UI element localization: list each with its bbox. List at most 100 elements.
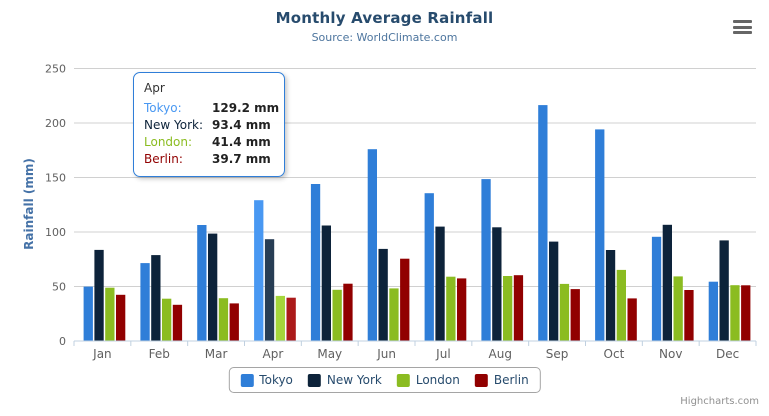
- hamburger-menu-icon: [733, 25, 752, 29]
- x-axis-category-label: Jan: [92, 347, 112, 361]
- x-axis-category-label: Mar: [205, 347, 228, 361]
- bar-london-nov[interactable]: [673, 276, 683, 341]
- tooltip-series-label: Berlin:: [144, 152, 183, 166]
- y-axis-tick-label: 200: [45, 117, 66, 130]
- bar-tokyo-feb[interactable]: [140, 263, 150, 341]
- bar-london-dec[interactable]: [730, 285, 740, 341]
- legend-item-berlin[interactable]: Berlin: [474, 373, 529, 387]
- x-axis-category-label: Aug: [489, 347, 512, 361]
- y-axis-tick-label: 50: [52, 281, 66, 294]
- tooltip-row: Tokyo: 129.2 mm: [144, 100, 279, 117]
- bar-london-may[interactable]: [332, 289, 342, 341]
- bar-tokyo-dec[interactable]: [708, 281, 718, 341]
- bar-berlin-nov[interactable]: [684, 290, 694, 341]
- bar-new-york-may[interactable]: [321, 225, 331, 342]
- bar-new-york-apr[interactable]: [264, 239, 275, 341]
- y-axis-tick-label: 250: [45, 63, 66, 76]
- bar-berlin-sep[interactable]: [570, 289, 580, 341]
- bar-tokyo-jul[interactable]: [424, 193, 434, 341]
- bar-new-york-jul[interactable]: [435, 226, 445, 341]
- x-axis-category-label: Dec: [716, 347, 739, 361]
- bar-london-apr[interactable]: [275, 295, 285, 341]
- bar-tokyo-aug[interactable]: [481, 179, 491, 341]
- legend-label: New York: [326, 373, 382, 387]
- legend-swatch-icon: [240, 373, 254, 387]
- legend: Tokyo New York London Berlin: [228, 367, 541, 393]
- tooltip-series-label: London:: [144, 135, 193, 149]
- x-axis-category-label: Nov: [659, 347, 682, 361]
- bar-berlin-aug[interactable]: [513, 275, 524, 341]
- bar-new-york-nov[interactable]: [662, 224, 672, 341]
- tooltip-series-value: 129.2 mm: [212, 101, 280, 115]
- x-axis-category-label: Jul: [435, 347, 450, 361]
- bar-tokyo-nov[interactable]: [651, 236, 662, 341]
- bar-tokyo-may[interactable]: [310, 184, 321, 341]
- bar-london-oct[interactable]: [616, 269, 626, 341]
- highcharts-credits-link[interactable]: Highcharts.com: [680, 396, 759, 407]
- bar-new-york-oct[interactable]: [605, 250, 616, 341]
- tooltip-row: London: 41.4 mm: [144, 134, 274, 151]
- legend-item-new-york[interactable]: New York: [307, 373, 382, 387]
- bar-london-feb[interactable]: [162, 298, 172, 341]
- legend-swatch-icon: [396, 373, 410, 387]
- bar-berlin-feb[interactable]: [172, 304, 183, 341]
- x-axis-category-label: Oct: [604, 347, 625, 361]
- export-menu-button[interactable]: [733, 20, 752, 34]
- bar-new-york-jan[interactable]: [94, 249, 104, 341]
- bar-london-aug[interactable]: [503, 276, 513, 341]
- bar-new-york-dec[interactable]: [719, 240, 729, 341]
- bar-berlin-jul[interactable]: [457, 278, 467, 341]
- bar-tokyo-apr[interactable]: [254, 200, 264, 341]
- bar-tokyo-sep[interactable]: [538, 105, 548, 341]
- tooltip-series-value: 41.4 mm: [212, 135, 271, 149]
- tooltip: Apr Tokyo: 129.2 mm New York: 93.4 mm Lo…: [133, 72, 285, 177]
- bar-berlin-apr[interactable]: [286, 297, 296, 341]
- bar-berlin-mar[interactable]: [229, 303, 239, 341]
- bar-berlin-oct[interactable]: [627, 298, 637, 341]
- y-axis-tick-label: 100: [45, 226, 66, 239]
- bar-london-jan[interactable]: [105, 287, 115, 341]
- legend-item-tokyo[interactable]: Tokyo: [240, 373, 293, 387]
- tooltip-series-value: 39.7 mm: [212, 152, 271, 166]
- x-axis-category-label: Feb: [149, 347, 170, 361]
- tooltip-row: New York: 93.4 mm: [144, 117, 274, 134]
- legend-swatch-icon: [474, 373, 488, 387]
- legend-swatch-icon: [307, 373, 321, 387]
- y-axis-tick-label: 150: [45, 172, 66, 185]
- y-axis-tick-label: 0: [59, 335, 66, 348]
- bar-tokyo-jan[interactable]: [83, 286, 93, 341]
- legend-label: London: [415, 373, 460, 387]
- bar-tokyo-mar[interactable]: [197, 225, 207, 341]
- x-axis-category-label: May: [317, 347, 342, 361]
- bar-tokyo-jun[interactable]: [367, 149, 377, 341]
- bar-new-york-mar[interactable]: [208, 233, 218, 341]
- bar-london-mar[interactable]: [218, 298, 229, 341]
- tooltip-series-label: New York:: [144, 118, 203, 132]
- bar-berlin-dec[interactable]: [741, 285, 751, 341]
- bar-new-york-aug[interactable]: [492, 227, 502, 341]
- x-axis-category-label: Sep: [546, 347, 569, 361]
- bar-london-jul[interactable]: [446, 276, 456, 341]
- bar-new-york-jun[interactable]: [378, 248, 388, 341]
- bar-london-jun[interactable]: [389, 288, 399, 341]
- bar-tokyo-oct[interactable]: [595, 129, 605, 341]
- tooltip-series-label: Tokyo:: [144, 101, 182, 115]
- tooltip-series-value: 93.4 mm: [212, 118, 271, 132]
- legend-item-london[interactable]: London: [396, 373, 460, 387]
- x-axis-category-label: Jun: [376, 347, 396, 361]
- bar-berlin-jan[interactable]: [116, 294, 126, 341]
- x-axis-category-label: Apr: [263, 347, 284, 361]
- legend-label: Tokyo: [259, 373, 293, 387]
- bar-berlin-jun[interactable]: [400, 258, 410, 341]
- hamburger-menu-icon: [733, 20, 752, 23]
- bar-new-york-sep[interactable]: [549, 241, 559, 341]
- hamburger-menu-icon: [733, 31, 752, 34]
- legend-label: Berlin: [493, 373, 529, 387]
- bar-london-sep[interactable]: [559, 283, 570, 341]
- chart-title: Monthly Average Rainfall: [275, 9, 494, 27]
- tooltip-header: Apr: [144, 81, 165, 95]
- bar-new-york-feb[interactable]: [151, 255, 161, 341]
- bar-berlin-may[interactable]: [343, 283, 353, 341]
